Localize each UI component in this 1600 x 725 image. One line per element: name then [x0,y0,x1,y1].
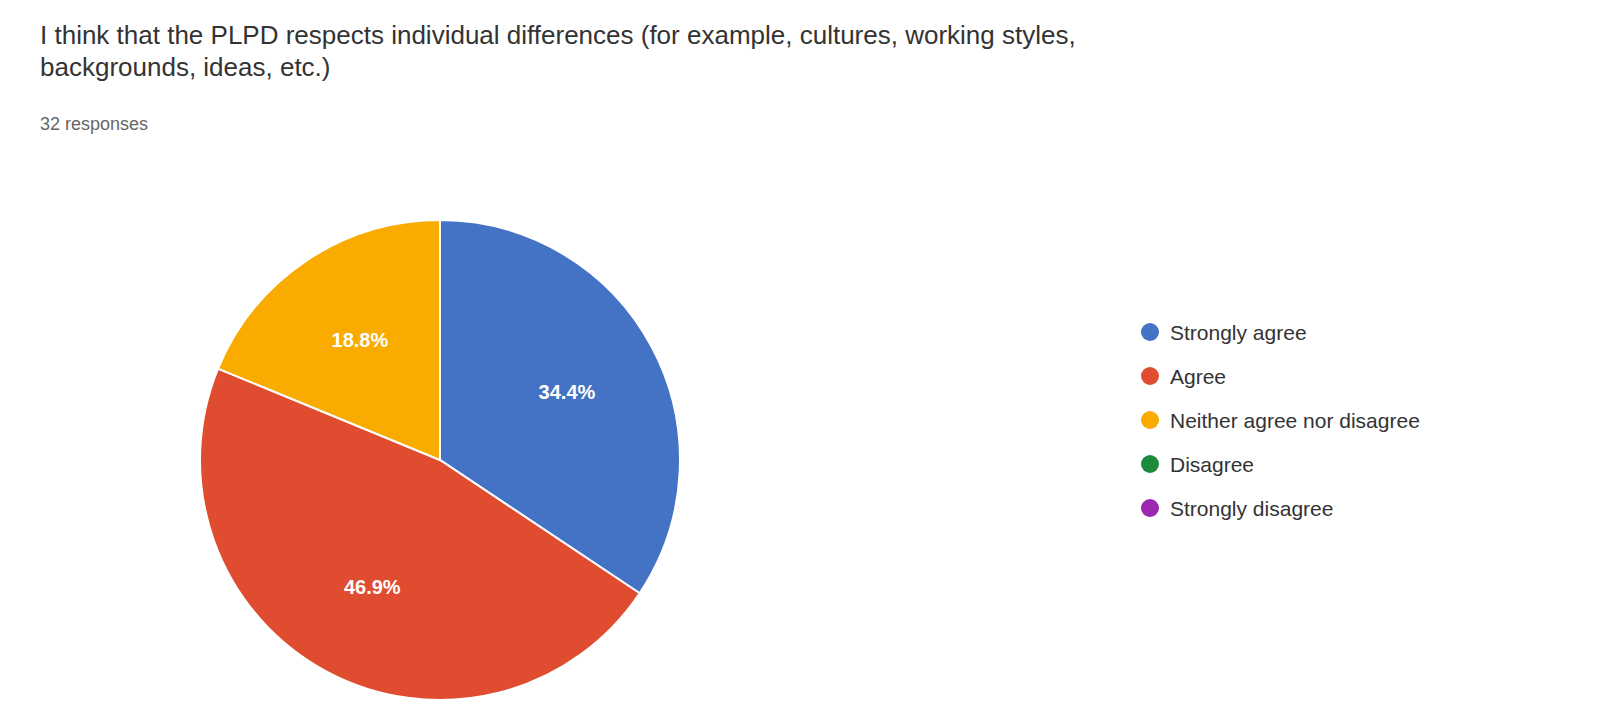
legend-label: Agree [1170,365,1226,388]
chart-svg: I think that the PLPD respects individua… [0,0,1600,725]
legend-item: Agree [1141,365,1226,388]
legend: Strongly agree Agree Neither agree nor dis… [1141,321,1420,520]
pie-slice [439,220,441,460]
legend-label: Strongly disagree [1170,497,1333,520]
title-line: backgrounds, ideas, etc.) [40,52,331,82]
legend-swatch [1141,367,1159,385]
data-label: 34.4% [539,381,596,403]
data-label: 18.8% [332,329,389,351]
legend-item: Strongly agree [1141,321,1307,344]
pie-slice [218,220,440,460]
pie [200,220,680,700]
legend-item: Neither agree nor disagree [1141,409,1420,432]
data-label: 46.9% [344,576,401,598]
legend-swatch [1141,455,1159,473]
title: I think that the PLPD respects individua… [40,20,1076,82]
legend-swatch [1141,499,1159,517]
subtitle: 32 responses [40,114,148,134]
legend-swatch [1141,411,1159,429]
legend-label: Disagree [1170,453,1254,476]
legend-label: Strongly agree [1170,321,1307,344]
legend-swatch [1141,323,1159,341]
legend-item: Strongly disagree [1141,497,1333,520]
legend-label: Neither agree nor disagree [1170,409,1420,432]
pie-slice [439,220,441,460]
title-line: I think that the PLPD respects individua… [40,20,1076,50]
data-labels: 34.4% 46.9% 18.8% [332,329,596,598]
legend-item: Disagree [1141,453,1254,476]
